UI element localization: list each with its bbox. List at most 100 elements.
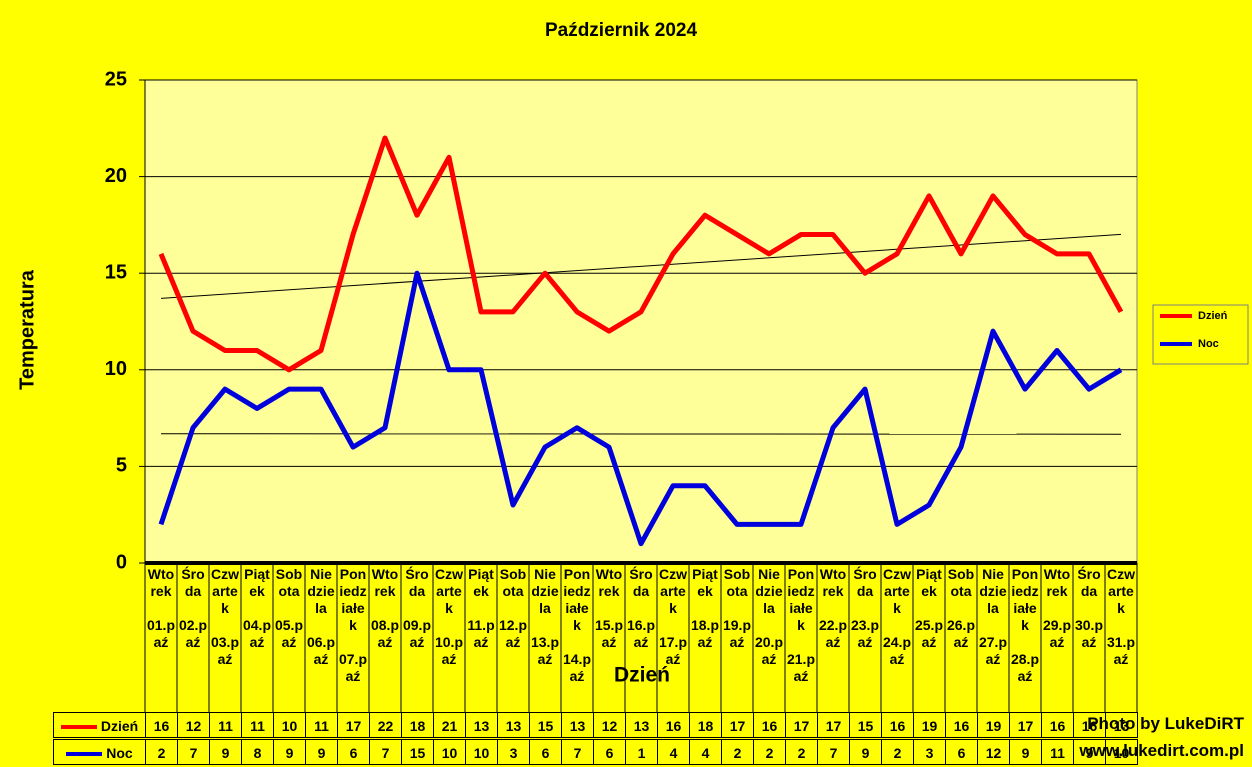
table-value: 2 bbox=[753, 739, 786, 765]
table-value: 6 bbox=[337, 739, 370, 765]
table-value: 17 bbox=[337, 712, 370, 738]
table-value: 10 bbox=[433, 739, 466, 765]
x-tick-label: Piątek 11.paź bbox=[467, 566, 495, 650]
table-value: 15 bbox=[401, 739, 434, 765]
x-tick-label: Niedziela 20.paź bbox=[754, 566, 783, 667]
table-value: 10 bbox=[465, 739, 498, 765]
table-value: 9 bbox=[305, 739, 338, 765]
x-tick-label: Środa 23.paź bbox=[850, 566, 879, 650]
x-tick-label: Niedziela 13.paź bbox=[530, 566, 559, 667]
table-value: 17 bbox=[721, 712, 754, 738]
table-series-name: Noc bbox=[106, 745, 133, 761]
x-tick-label: Poniedziałek 21.paź bbox=[786, 566, 815, 684]
table-value: 11 bbox=[1041, 739, 1074, 765]
table-value: 7 bbox=[177, 739, 210, 765]
x-tick-label: Wtorek 01.paź bbox=[146, 566, 175, 650]
x-tick-label: Wtorek 22.paź bbox=[818, 566, 847, 650]
y-axis-label: Temperatura bbox=[16, 269, 38, 390]
table-value: 21 bbox=[433, 712, 466, 738]
table-value: 9 bbox=[1009, 739, 1042, 765]
x-tick-label: Czwartek 31.paź bbox=[1106, 566, 1135, 667]
table-value: 11 bbox=[241, 712, 274, 738]
table-value: 18 bbox=[401, 712, 434, 738]
x-tick-label: Czwartek 03.paź bbox=[210, 566, 239, 667]
table-value: 17 bbox=[1009, 712, 1042, 738]
table-value: 13 bbox=[625, 712, 658, 738]
table-value: 22 bbox=[369, 712, 402, 738]
table-key: Dzień bbox=[53, 712, 146, 738]
watermark: www.lukedirt.com.pl bbox=[1079, 741, 1244, 760]
table-value: 2 bbox=[145, 739, 178, 765]
table-key: Noc bbox=[53, 739, 146, 765]
x-tick-label: Sobota 19.paź bbox=[722, 566, 751, 650]
x-tick-label: Piątek 25.paź bbox=[914, 566, 943, 650]
table-value: 6 bbox=[529, 739, 562, 765]
table-value: 19 bbox=[977, 712, 1010, 738]
chart-title: Październik 2024 bbox=[545, 20, 698, 41]
x-tick-label: Czwartek 24.paź bbox=[882, 566, 911, 667]
x-tick-label: Piątek 18.paź bbox=[690, 566, 719, 650]
table-value: 13 bbox=[497, 712, 530, 738]
table-value: 15 bbox=[529, 712, 562, 738]
table-value: 4 bbox=[689, 739, 722, 765]
x-tick-label: Piątek 04.paź bbox=[242, 566, 271, 650]
legend-label: Dzień bbox=[1198, 310, 1228, 322]
table-value: 12 bbox=[177, 712, 210, 738]
x-tick-label: Wtorek 29.paź bbox=[1042, 566, 1071, 650]
table-value: 16 bbox=[881, 712, 914, 738]
table-value: 1 bbox=[625, 739, 658, 765]
y-tick-label: 5 bbox=[116, 455, 127, 477]
table-value: 9 bbox=[273, 739, 306, 765]
table-value: 13 bbox=[465, 712, 498, 738]
table-value: 16 bbox=[945, 712, 978, 738]
table-value: 10 bbox=[1105, 739, 1138, 765]
x-tick-label: Niedziela 06.paź bbox=[306, 566, 335, 667]
x-tick-label: Środa 02.paź bbox=[178, 566, 207, 650]
table-value: 9 bbox=[849, 739, 882, 765]
table-value: 16 bbox=[145, 712, 178, 738]
x-tick-label: Środa 09.paź bbox=[402, 566, 431, 650]
table-value: 2 bbox=[721, 739, 754, 765]
table-value: 16 bbox=[657, 712, 690, 738]
table-value: 8 bbox=[241, 739, 274, 765]
table-value: 7 bbox=[369, 739, 402, 765]
x-tick-label: Wtorek 08.paź bbox=[370, 566, 399, 650]
data-line bbox=[158, 270, 1123, 547]
table-series-name: Dzień bbox=[100, 718, 139, 734]
x-tick-label: Środa 30.paź bbox=[1074, 566, 1103, 650]
table-value: 18 bbox=[689, 712, 722, 738]
table-value: 13 bbox=[1105, 712, 1138, 738]
table-value: 17 bbox=[817, 712, 850, 738]
trendline bbox=[160, 233, 1122, 299]
x-tick-label: Poniedziałek 07.paź bbox=[338, 566, 367, 684]
data-line bbox=[158, 135, 1124, 373]
watermark: Photo by LukeDiRT bbox=[1087, 714, 1244, 733]
y-tick-label: 0 bbox=[116, 551, 127, 573]
table-value: 6 bbox=[593, 739, 626, 765]
table-value: 11 bbox=[305, 712, 338, 738]
table-value: 7 bbox=[561, 739, 594, 765]
plot-area bbox=[144, 79, 1138, 564]
x-tick-label: Niedziela 27.paź bbox=[978, 566, 1007, 667]
x-tick-label: Poniedziałek 14.paź bbox=[562, 566, 591, 684]
legend-label: Noc bbox=[1198, 338, 1219, 350]
x-tick-label: Środa 16.paź bbox=[626, 566, 655, 650]
table-value: 12 bbox=[977, 739, 1010, 765]
table-value: 4 bbox=[657, 739, 690, 765]
x-tick-label: Poniedziałek 28.paź bbox=[1010, 566, 1039, 684]
x-tick-label: Wtorek 15.paź bbox=[594, 566, 623, 650]
table-value: 3 bbox=[913, 739, 946, 765]
x-axis-label: Dzień bbox=[614, 664, 670, 687]
table-value: 9 bbox=[209, 739, 242, 765]
table-value: 13 bbox=[561, 712, 594, 738]
y-tick-label: 25 bbox=[105, 68, 127, 90]
table-value: 2 bbox=[881, 739, 914, 765]
y-tick-label: 10 bbox=[105, 358, 127, 380]
x-tick-label: Sobota 12.paź bbox=[498, 566, 527, 650]
table-value: 11 bbox=[209, 712, 242, 738]
x-tick-label: Sobota 05.paź bbox=[274, 566, 303, 650]
table-value: 10 bbox=[273, 712, 306, 738]
table-value: 17 bbox=[785, 712, 818, 738]
